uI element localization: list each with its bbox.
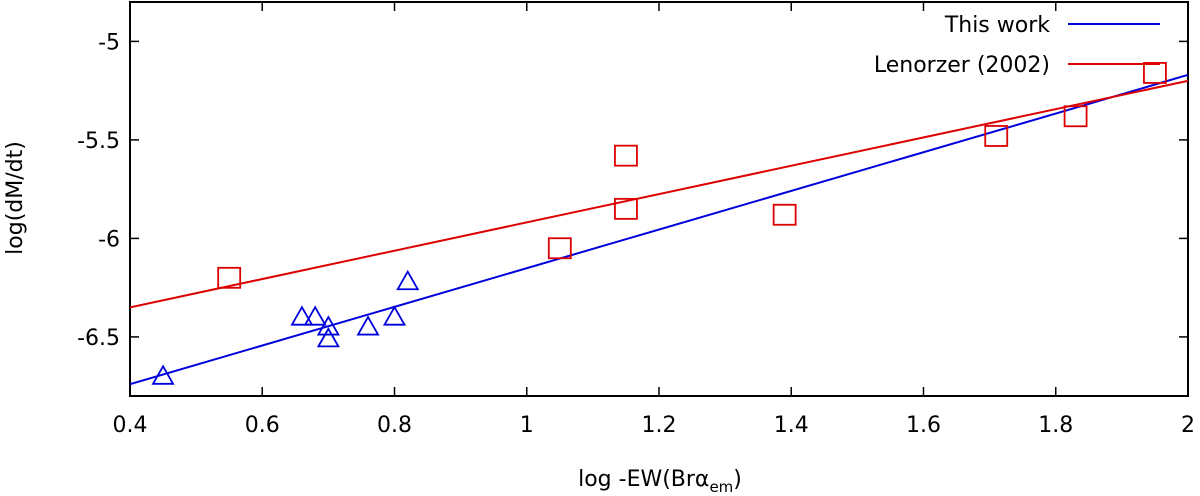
x-tick-label: 0.8 (377, 413, 412, 438)
x-tick-label: 1.4 (774, 413, 809, 438)
legend-label: Lenorzer (2002) (874, 53, 1050, 78)
data-point-square (547, 237, 572, 260)
x-tick-label: 2 (1181, 413, 1195, 438)
legend-label: This work (944, 13, 1050, 38)
y-tick-label: -6.5 (77, 326, 120, 351)
data-point-square (1063, 105, 1088, 128)
data-point-triangle (303, 305, 327, 326)
y-axis-title: log(dM/dt) (3, 141, 28, 255)
x-axis-title: log -EW(Brαem) (578, 467, 742, 496)
data-point-square (614, 144, 638, 167)
y-tick-label: -6 (98, 227, 120, 252)
fit-line (130, 73, 1188, 386)
data-point-triangle (151, 364, 175, 385)
x-tick-label: 0.4 (113, 413, 148, 438)
data-point-square (772, 203, 797, 226)
x-tick-label: 1 (520, 413, 534, 438)
data-point-triangle (290, 305, 314, 326)
data-point-square (217, 266, 242, 289)
data-point-triangle (316, 315, 340, 336)
x-tick-label: 1.8 (1038, 413, 1073, 438)
data-point-square (614, 197, 638, 220)
fit-line (130, 79, 1188, 309)
data-point-square (1143, 62, 1167, 84)
y-tick-label: -5.5 (77, 129, 120, 154)
x-tick-label: 0.6 (245, 413, 280, 438)
data-point-triangle (382, 305, 407, 326)
y-tick-label: -5 (98, 30, 120, 55)
data-point-triangle (356, 315, 380, 336)
x-tick-label: 1.2 (642, 413, 677, 438)
data-point-triangle (316, 327, 340, 348)
x-tick-label: 1.6 (906, 413, 941, 438)
data-point-square (984, 125, 1009, 147)
data-point-triangle (396, 269, 420, 291)
